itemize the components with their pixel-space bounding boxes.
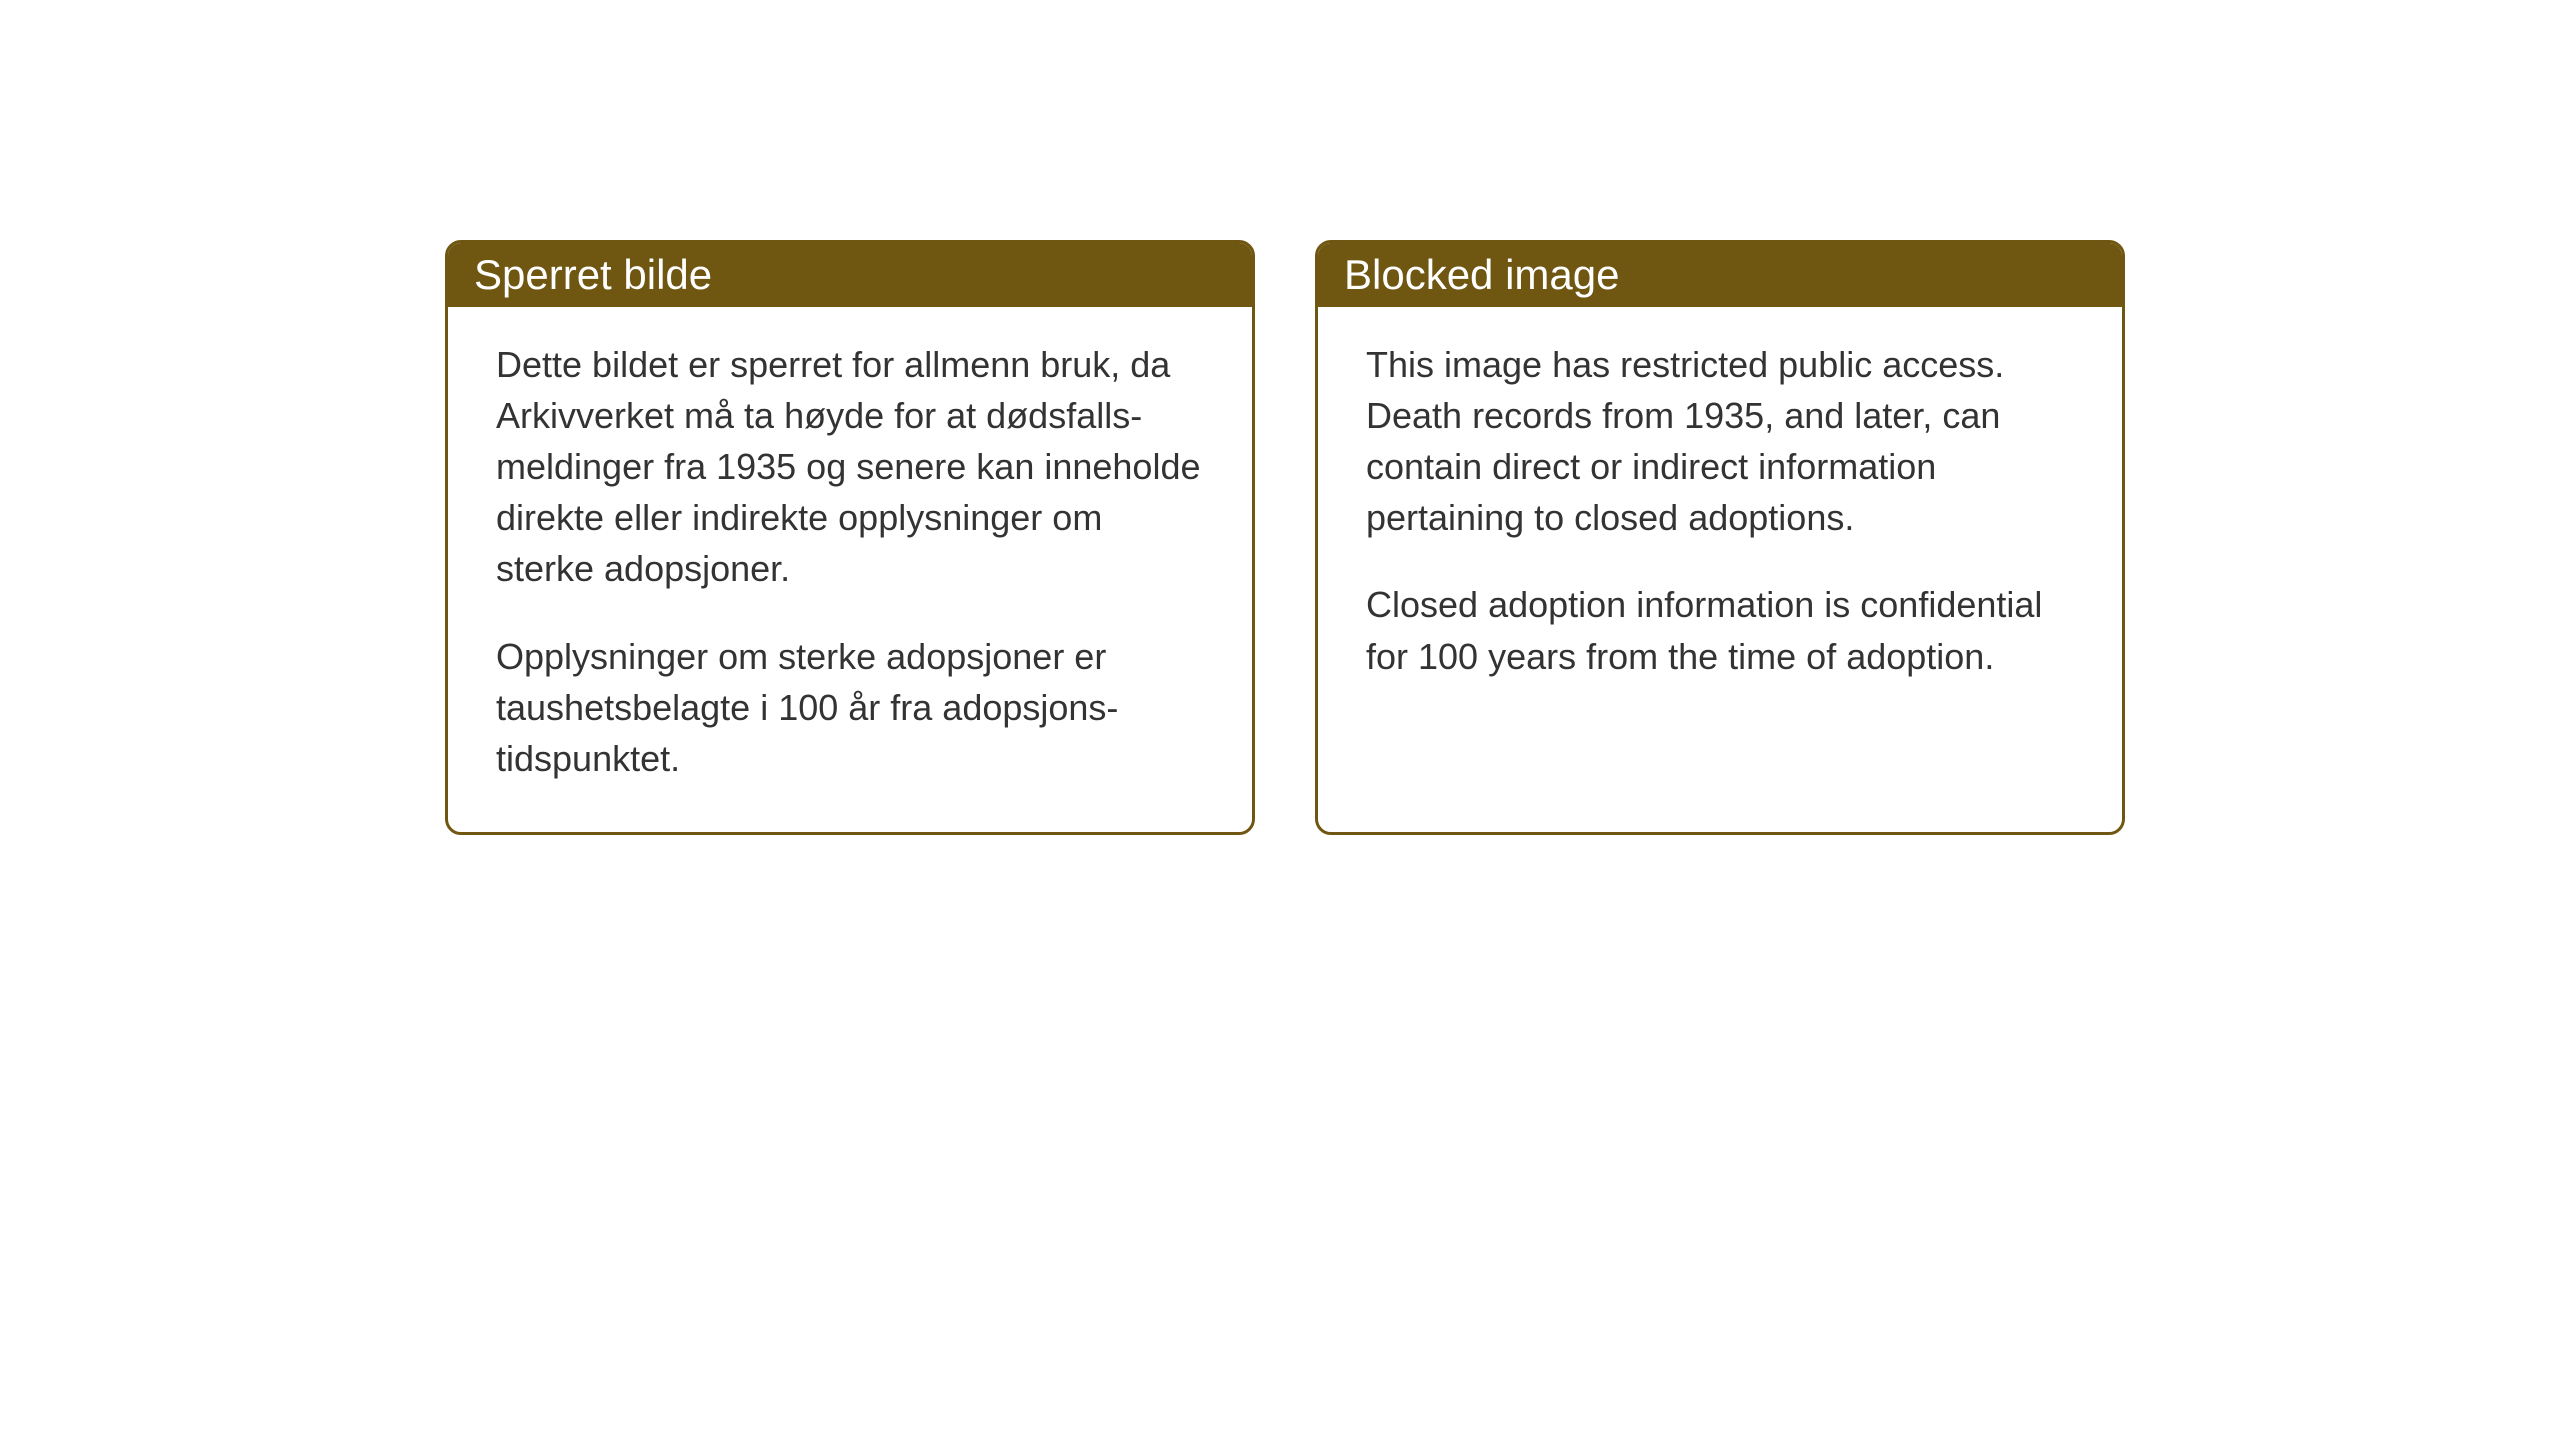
norwegian-paragraph-2: Opplysninger om sterke adopsjoner er tau… bbox=[496, 631, 1204, 784]
norwegian-paragraph-1: Dette bildet er sperret for allmenn bruk… bbox=[496, 339, 1204, 595]
english-card-body: This image has restricted public access.… bbox=[1318, 307, 2122, 730]
english-paragraph-2: Closed adoption information is confident… bbox=[1366, 579, 2074, 681]
norwegian-card-title: Sperret bilde bbox=[448, 243, 1252, 307]
english-card-title: Blocked image bbox=[1318, 243, 2122, 307]
norwegian-card: Sperret bilde Dette bildet er sperret fo… bbox=[445, 240, 1255, 835]
english-paragraph-1: This image has restricted public access.… bbox=[1366, 339, 2074, 543]
english-card: Blocked image This image has restricted … bbox=[1315, 240, 2125, 835]
message-container: Sperret bilde Dette bildet er sperret fo… bbox=[445, 240, 2125, 835]
norwegian-card-body: Dette bildet er sperret for allmenn bruk… bbox=[448, 307, 1252, 832]
